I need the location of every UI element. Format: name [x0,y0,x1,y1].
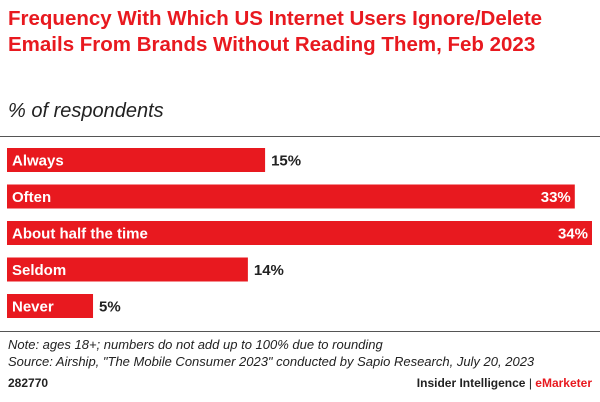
bar-often [7,184,575,209]
value-label: 34% [558,226,588,243]
bottom-divider [0,331,600,332]
category-label: Often [12,189,51,206]
brand-accent: eMarketer [535,376,592,390]
bar-chart: Always 15% Often 33% About half the time 34% S… [7,148,592,318]
value-label: 33% [541,189,571,206]
brand-separator: | [528,376,532,390]
brand-main: Insider Intelligence [416,376,526,390]
category-label: Never [12,299,54,316]
chart-title: Frequency With Which US Internet Users I… [8,7,543,56]
value-label: 15% [271,153,301,170]
category-label: Always [12,153,64,170]
category-label: Seldom [12,262,66,279]
bar-always [7,148,266,172]
value-label: 5% [99,299,121,316]
chart-id: 282770 [8,376,49,390]
top-divider [0,136,600,137]
chart-source: Source: Airship, "The Mobile Consumer 20… [8,354,535,369]
bar-never [7,294,94,318]
bar-seldom [7,257,248,282]
category-label: About half the time [12,226,148,243]
value-label: 14% [254,262,284,279]
chart-note: Note: ages 18+; numbers do not add up to… [8,337,383,352]
brand-footer: Insider Intelligence | eMarketer [417,376,592,390]
chart-subtitle: % of respondents [8,100,164,122]
bar-about-half-the-time [7,221,592,245]
